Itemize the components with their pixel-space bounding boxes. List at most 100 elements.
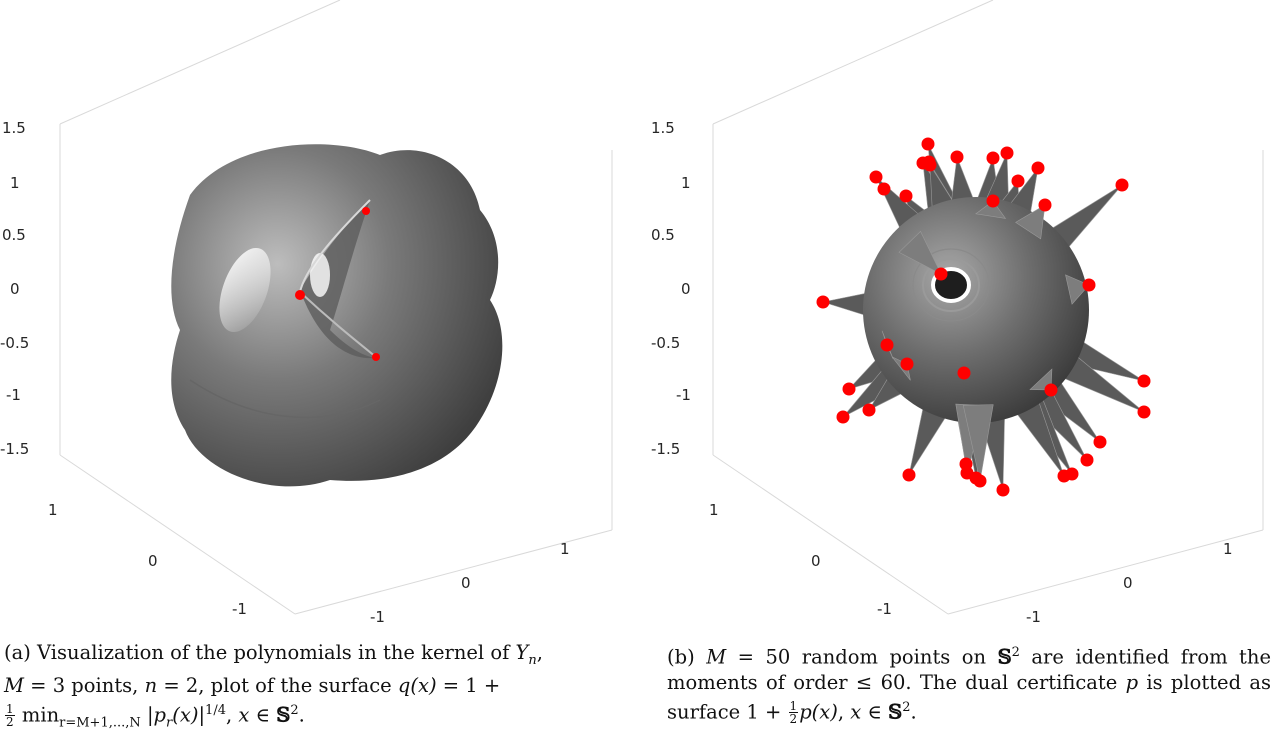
fraction-numerator: 1 <box>5 702 15 717</box>
point-marker <box>1093 435 1107 449</box>
symbol: min <box>21 703 60 727</box>
point-marker <box>902 468 916 482</box>
z-tick-label: 1.5 <box>651 119 675 137</box>
symbol: x <box>850 700 862 723</box>
y-tick-label: -1 <box>232 600 247 618</box>
surface-plot-a: 1.5 1 0.5 0 -0.5 -1 -1.5 1 0 -1 -1 0 1 <box>0 0 613 626</box>
x-axis-ticks: -1 0 1 <box>370 540 570 626</box>
caption-a: (a) Visualization of the polynomials in … <box>4 640 614 735</box>
caption-text: , <box>536 641 543 664</box>
symbol: 1/4 <box>205 702 226 718</box>
point-marker <box>1011 174 1025 188</box>
z-tick-label: -1 <box>676 386 691 404</box>
caption-text: is plotted as surface 1 + <box>667 670 1271 724</box>
symbol: r <box>166 715 173 731</box>
point-marker <box>295 290 305 300</box>
surface-plot-b: 1.5 1 0.5 0 -0.5 -1 -1.5 1 0 -1 -1 0 1 <box>651 0 1264 626</box>
x-tick-label: -1 <box>370 608 385 626</box>
point-marker <box>973 474 987 488</box>
caption-b: (b) M = 50 random points on 𝕊2 are ident… <box>667 640 1271 725</box>
spike <box>962 404 994 482</box>
symbol: 2 <box>290 702 299 718</box>
point-marker <box>1137 374 1151 388</box>
point-marker <box>1080 453 1094 467</box>
point-marker <box>362 207 370 215</box>
z-tick-label: -0.5 <box>651 334 680 352</box>
point-marker <box>1082 278 1096 292</box>
figure-panel-b: 1.5 1 0.5 0 -0.5 -1 -1.5 1 0 -1 -1 0 1 <box>651 0 1271 733</box>
caption-text: = 3 points, <box>23 673 145 697</box>
symbol: p <box>1125 670 1139 694</box>
symbol: 𝕊 <box>276 703 291 727</box>
identified-points <box>295 207 380 361</box>
spike <box>891 356 911 381</box>
spike <box>1065 274 1090 305</box>
symbol: p <box>153 703 167 727</box>
point-marker <box>372 353 380 361</box>
spike <box>1015 204 1046 240</box>
point-marker <box>842 382 856 396</box>
point-marker <box>1115 178 1129 192</box>
caption-text: , <box>837 700 851 723</box>
z-tick-label: -1 <box>6 386 21 404</box>
caption-text: = 1 + <box>436 673 501 697</box>
point-marker <box>862 403 876 417</box>
symbol: 𝕊 <box>888 700 903 723</box>
point-marker <box>986 151 1000 165</box>
point-marker <box>934 267 948 281</box>
figure-panel-a: 1.5 1 0.5 0 -0.5 -1 -1.5 1 0 -1 -1 0 1 <box>0 0 620 733</box>
axis-box <box>712 0 1264 615</box>
caption-text: Visualization of the polynomials in the … <box>37 641 516 664</box>
y-tick-label: 0 <box>148 552 158 570</box>
z-tick-label: 0.5 <box>2 226 26 244</box>
spike <box>1029 368 1053 391</box>
z-tick-label: 0 <box>681 280 691 298</box>
point-marker <box>957 366 971 380</box>
x-tick-label: 1 <box>560 540 570 558</box>
z-axis-ticks: 1.5 1 0.5 0 -0.5 -1 -1.5 <box>651 119 691 458</box>
y-tick-label: 1 <box>48 501 58 519</box>
certificate-spikes-front <box>881 200 1090 482</box>
z-tick-label: 0.5 <box>651 226 675 244</box>
point-marker <box>816 295 830 309</box>
symbol: n <box>528 652 537 668</box>
point-marker <box>1038 198 1052 212</box>
point-marker <box>836 410 850 424</box>
symbol: M <box>706 645 727 669</box>
z-tick-label: -1.5 <box>0 440 29 458</box>
y-tick-label: -1 <box>877 600 892 618</box>
symbol: 2 <box>902 699 911 715</box>
point-marker <box>996 483 1010 497</box>
caption-text: = 50 random points on <box>726 645 998 669</box>
point-marker <box>960 466 974 480</box>
symbol: (x) <box>172 703 199 727</box>
caption-text: = 2, plot of the surface <box>157 673 398 697</box>
symbol: p(x) <box>799 700 838 723</box>
z-tick-label: 1.5 <box>2 119 26 137</box>
symbol: | <box>146 703 154 727</box>
symbol: 2 <box>1011 645 1020 660</box>
x-tick-label: -1 <box>1026 608 1041 626</box>
point-marker <box>1057 469 1071 483</box>
x-tick-label: 0 <box>1123 574 1133 592</box>
symbol: ∈ <box>249 703 277 727</box>
symbol: Y <box>515 641 529 664</box>
z-tick-label: -0.5 <box>0 334 29 352</box>
caption-label: (a) <box>4 641 31 664</box>
z-tick-label: 0 <box>10 280 20 298</box>
y-tick-label: 0 <box>811 552 821 570</box>
symbol: x <box>238 703 250 727</box>
caption-text: are identified from the moments of order… <box>667 645 1271 694</box>
point-marker <box>899 189 913 203</box>
axis-box <box>59 0 613 615</box>
x-tick-label: 0 <box>461 574 471 592</box>
fraction-denominator: 2 <box>6 715 14 730</box>
symbol: q(x) <box>397 673 437 697</box>
point-marker <box>1137 405 1151 419</box>
identified-points <box>816 137 1151 497</box>
caption-text: . <box>298 703 305 727</box>
caption-text: . <box>910 700 917 723</box>
x-axis-ticks: -1 0 1 <box>1026 540 1233 626</box>
